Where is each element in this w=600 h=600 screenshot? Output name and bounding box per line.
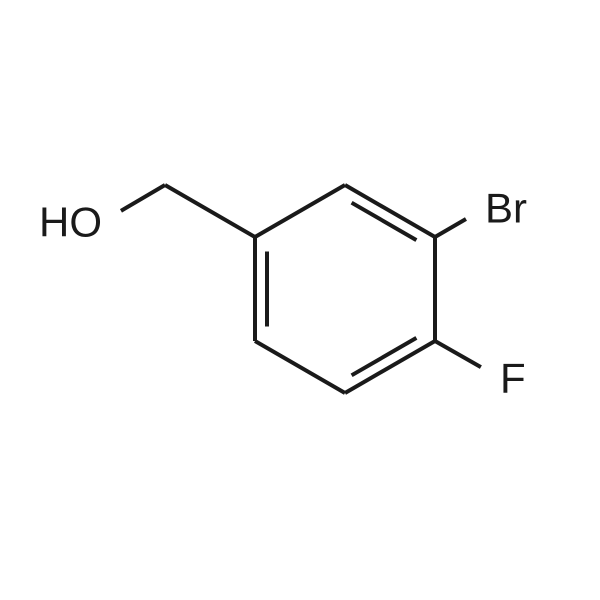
bond-line <box>435 341 481 367</box>
bond-line <box>345 185 435 237</box>
bonds-layer <box>121 185 481 393</box>
bond-line <box>255 341 345 393</box>
atoms-layer: HO Br F <box>39 185 527 402</box>
bond-line <box>345 341 435 393</box>
bond-line <box>121 185 165 211</box>
atom-label-f: F <box>500 355 526 402</box>
bond-line <box>255 185 345 237</box>
molecule-diagram: HO Br F <box>0 0 600 600</box>
bond-line <box>435 219 466 237</box>
atom-label-br: Br <box>485 185 527 232</box>
atom-label-o: HO <box>39 199 102 246</box>
bond-line <box>165 185 255 237</box>
